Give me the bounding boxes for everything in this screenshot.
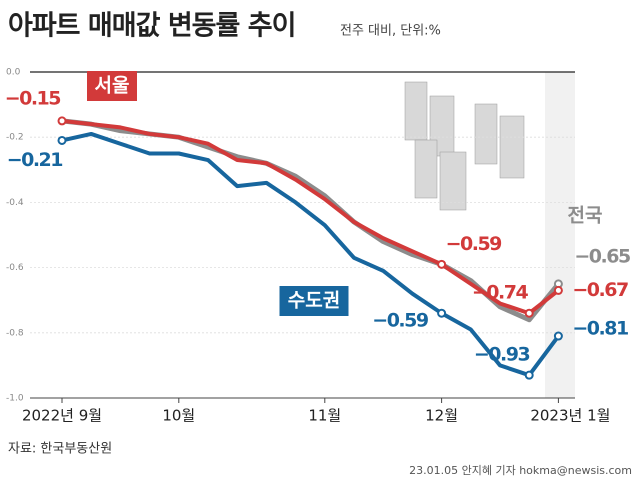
x-tick-label: 12월	[425, 407, 458, 425]
credit: 23.01.05 안지혜 기자 hokma@newsis.com	[409, 464, 632, 477]
y-tick-label: -1.0	[6, 394, 24, 404]
point	[553, 285, 563, 295]
y-tick-label: -0.6	[6, 263, 24, 273]
legend-box	[87, 71, 137, 101]
point	[437, 259, 447, 269]
value-label: −0.65	[574, 245, 630, 267]
value-label: −0.93	[474, 344, 530, 366]
point	[57, 135, 67, 145]
chart-title: 아파트 매매값 변동률 추이	[8, 11, 295, 42]
point	[553, 331, 563, 341]
chart-subtitle: 전주 대비, 단위:%	[340, 24, 441, 39]
value-label: −0.15	[5, 87, 61, 109]
value-label: −0.59	[372, 310, 428, 332]
legend-label: 서울	[95, 75, 130, 97]
value-label: −0.74	[472, 282, 529, 304]
point	[57, 116, 67, 126]
source: 자료: 한국부동산원	[8, 442, 112, 457]
point	[524, 370, 534, 380]
y-tick-label: -0.4	[6, 198, 24, 208]
point	[437, 308, 447, 318]
value-label: −0.67	[572, 279, 628, 301]
series: −0.21 −0.59 −0.93 −0.81 수도권	[7, 131, 629, 380]
shade	[545, 72, 575, 398]
y-tick-label: -0.8	[6, 328, 24, 338]
legend-label: 전국	[568, 205, 603, 227]
legend-box	[279, 286, 349, 316]
line	[61, 118, 560, 316]
point	[524, 308, 534, 318]
line	[61, 131, 561, 378]
y-tick-label: -0.2	[6, 133, 24, 143]
value-label: −0.59	[446, 233, 502, 255]
x-tick-label: 11월	[308, 407, 341, 425]
y-tick-label: 0.0	[6, 68, 21, 78]
value-label: −0.21	[7, 149, 63, 171]
value-label: −0.81	[572, 318, 628, 340]
x-tick-label: 2022년 9월	[22, 407, 102, 425]
building-icon	[404, 81, 525, 211]
x-tick-label: 10월	[162, 407, 195, 425]
series: −0.15 −0.59 −0.74 −0.67 서울	[5, 71, 629, 318]
x-tick-label: 2023년 1월	[530, 407, 610, 425]
legend-label: 수도권	[288, 290, 340, 312]
